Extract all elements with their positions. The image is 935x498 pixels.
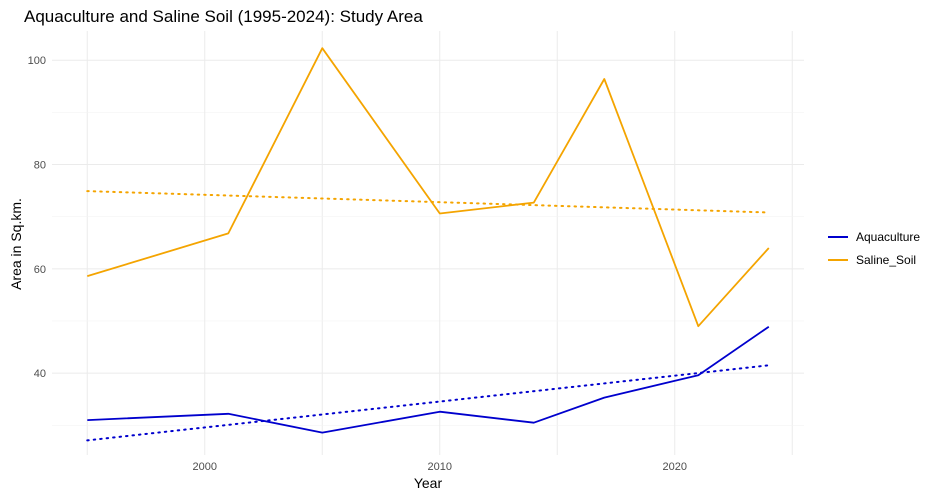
chart-title: Aquaculture and Saline Soil (1995-2024):… bbox=[24, 7, 423, 26]
series-line-aquaculture bbox=[87, 325, 770, 434]
legend-label: Aquaculture bbox=[856, 230, 920, 244]
y-tick-label: 80 bbox=[34, 160, 46, 172]
x-tick-label: 2010 bbox=[428, 461, 452, 473]
x-tick-label: 2020 bbox=[663, 461, 687, 473]
y-tick-label: 40 bbox=[34, 368, 46, 380]
trend-line-aquaculture bbox=[86, 364, 770, 442]
x-axis-ticks: 2000 2010 2020 bbox=[193, 461, 687, 473]
y-axis-title: Area in Sq.km. bbox=[8, 198, 24, 290]
series-line-saline-soil bbox=[87, 47, 770, 328]
grid bbox=[52, 31, 804, 455]
x-axis-title: Year bbox=[414, 475, 443, 491]
series-lines bbox=[87, 47, 770, 434]
trend-lines bbox=[86, 190, 770, 442]
legend-label: Saline_Soil bbox=[856, 253, 916, 267]
legend: Aquaculture Saline_Soil bbox=[828, 230, 920, 267]
y-axis-ticks: 40 60 80 100 bbox=[28, 55, 46, 380]
x-tick-label: 2000 bbox=[193, 461, 217, 473]
y-tick-label: 100 bbox=[28, 55, 46, 67]
trend-line-saline-soil bbox=[86, 190, 770, 214]
y-tick-label: 60 bbox=[34, 264, 46, 276]
